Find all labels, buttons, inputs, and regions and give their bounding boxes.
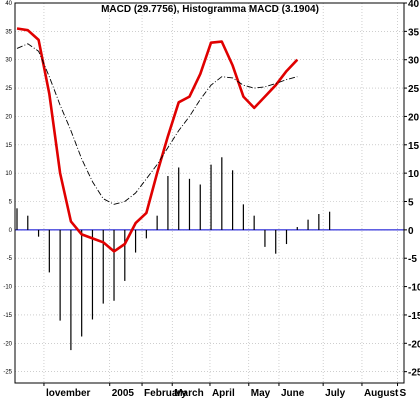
y-tick-label-right: -10 [408, 283, 420, 294]
y-tick-label-right: 30 [408, 56, 420, 67]
y-tick-label-left: -10 [3, 285, 12, 291]
y-tick-label-left: -20 [3, 341, 12, 347]
y-tick-label-right: 15 [408, 141, 420, 152]
y-tick-label-right: 0 [408, 226, 414, 237]
y-tick-label-left: -15 [3, 313, 12, 319]
x-tick-label: lovember [46, 388, 91, 399]
macd-line [16, 27, 299, 253]
x-tick-label: S [400, 388, 407, 399]
y-tick-label-right: 40 [408, 0, 420, 10]
y-tick-label-left: 25 [5, 86, 12, 92]
y-axis-left-ticks: -25 -20 -15 -10 -5 0 5 10 15 20 25 30 35 40 [3, 1, 12, 376]
x-tick-label: June [281, 388, 305, 399]
y-tick-label-left: 15 [5, 143, 12, 149]
y-tick-label-right: 10 [408, 169, 420, 180]
y-tick-label-left: 30 [5, 58, 12, 64]
x-tick-label: July [325, 388, 345, 399]
y-tick-label-left: 10 [5, 171, 12, 177]
y-tick-label-right: -15 [408, 311, 420, 322]
y-tick-label-right: -25 [408, 368, 420, 379]
x-tick-label: February [144, 388, 187, 399]
grid-lines [15, 2, 404, 383]
y-axis-right-ticks: -25 -20 -15 -10 -5 0 5 10 15 20 25 30 35 40 [404, 0, 420, 379]
y-tick-label-right: -5 [408, 254, 417, 265]
chart-title: MACD (29.7756), Histogramma MACD (3.1904… [101, 4, 319, 15]
signal-line [16, 43, 298, 205]
y-tick-label-left: 0 [9, 228, 13, 234]
y-tick-label-left: -5 [7, 256, 13, 262]
y-tick-label-left: 20 [5, 114, 12, 120]
series-lines [16, 27, 299, 253]
y-tick-label-left: 40 [5, 1, 12, 7]
y-tick-label-right: 20 [408, 112, 420, 123]
y-tick-label-right: 25 [408, 84, 420, 95]
y-tick-label-right: -20 [408, 339, 420, 350]
y-tick-label-left: -25 [3, 370, 12, 376]
y-tick-label-right: 35 [408, 27, 420, 38]
x-tick-label: March [174, 388, 203, 399]
y-tick-label-left: 5 [9, 200, 13, 206]
histogram-bars [16, 157, 331, 351]
x-tick-label: April [212, 388, 235, 399]
x-tick-label: 2005 [112, 388, 135, 399]
x-tick-label: August [364, 388, 399, 399]
y-tick-label-right: 5 [408, 198, 414, 209]
y-tick-label-left: 35 [5, 29, 12, 35]
x-tick-label: May [251, 388, 271, 399]
